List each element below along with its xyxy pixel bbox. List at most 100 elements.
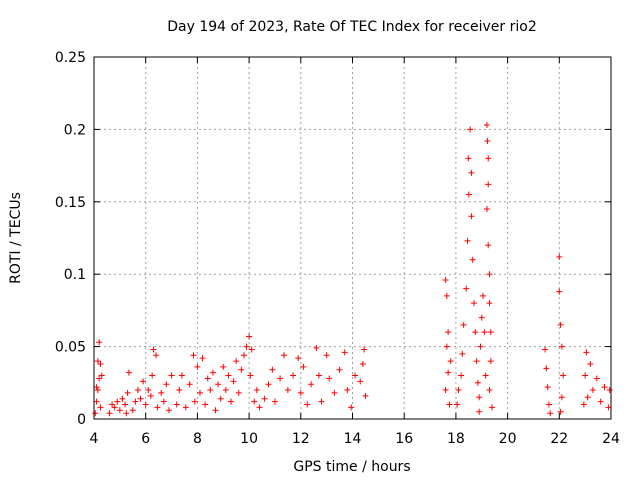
data-point [97,360,104,367]
grid-layer [94,57,611,419]
data-point [142,401,149,408]
data-point [469,256,476,263]
data-point [256,404,263,411]
data-point [284,387,291,394]
data-point [297,389,304,396]
data-point [160,398,167,405]
data-point [114,398,121,405]
data-point [145,387,152,394]
x-tick-label: 4 [90,431,99,447]
data-point [593,375,600,382]
data-point [247,372,254,379]
data-point [472,329,479,336]
data-point [486,300,493,307]
data-point [290,372,297,379]
data-point [277,375,284,382]
data-point [476,408,483,415]
data-point [129,407,136,414]
data-point [459,350,466,357]
chart-title: Day 194 of 2023, Rate Of TEC Index for r… [167,19,537,35]
x-tick-label: 8 [193,431,202,447]
data-point [248,346,255,353]
data-point [465,155,472,162]
data-point [344,387,351,394]
data-point [352,372,359,379]
data-point [295,355,302,362]
data-point [147,392,154,399]
data-point [474,379,481,386]
data-point [190,352,197,359]
data-point [318,398,325,405]
data-point [481,329,488,336]
data-point [556,253,563,260]
data-point [589,387,596,394]
data-point [483,206,490,213]
x-tick-label: 12 [292,431,310,447]
tick-layer: 4 6 8 10 12 14 16 18 20 22 24 0 0.05 0.1 0.15 0.2 0.25 [55,50,620,447]
data-point [587,360,594,367]
data-point [468,213,475,220]
data-point [584,394,591,401]
data-point [253,387,260,394]
data-point [93,398,100,405]
data-point [204,375,211,382]
x-tick-label: 10 [240,431,258,447]
data-point [158,389,165,396]
data-point [468,169,475,176]
data-point [243,343,250,350]
data-point [300,363,307,370]
data-point [542,346,549,353]
data-point [153,352,160,359]
data-point [199,355,206,362]
x-tick-label: 22 [550,431,568,447]
data-point [601,384,608,391]
data-point [480,292,487,299]
data-point [251,398,258,405]
data-point [116,407,123,414]
data-point [215,381,222,388]
data-point [557,408,564,415]
data-point [240,352,247,359]
data-point [362,392,369,399]
x-tick-label: 14 [344,431,362,447]
data-point [445,369,452,376]
data-point [176,387,183,394]
data-point [484,137,491,144]
data-point [308,381,315,388]
data-point [489,404,496,411]
data-point [467,126,474,133]
data-point [445,329,452,336]
data-point [359,360,366,367]
data-point [182,404,189,411]
data-point [168,372,175,379]
data-point [485,155,492,162]
data-point [544,384,551,391]
data-point [458,372,465,379]
data-point [487,358,494,365]
data-point [228,398,235,405]
data-point [225,372,232,379]
data-point [140,378,147,385]
data-point [280,352,287,359]
data-point [464,237,471,244]
data-point [331,389,338,396]
data-point [271,398,278,405]
data-point [486,387,493,394]
x-tick-label: 24 [602,431,620,447]
data-point [547,410,554,417]
data-point [209,369,216,376]
data-point [478,314,485,321]
data-point [94,358,101,365]
data-point [605,404,612,411]
data-point [315,372,322,379]
data-point [336,366,343,373]
data-point [217,395,224,402]
data-point [202,401,209,408]
x-tick-label: 18 [447,431,465,447]
data-point [165,407,172,414]
data-point [583,349,590,356]
data-point [556,288,563,295]
data-point [443,292,450,299]
data-point [96,375,103,382]
